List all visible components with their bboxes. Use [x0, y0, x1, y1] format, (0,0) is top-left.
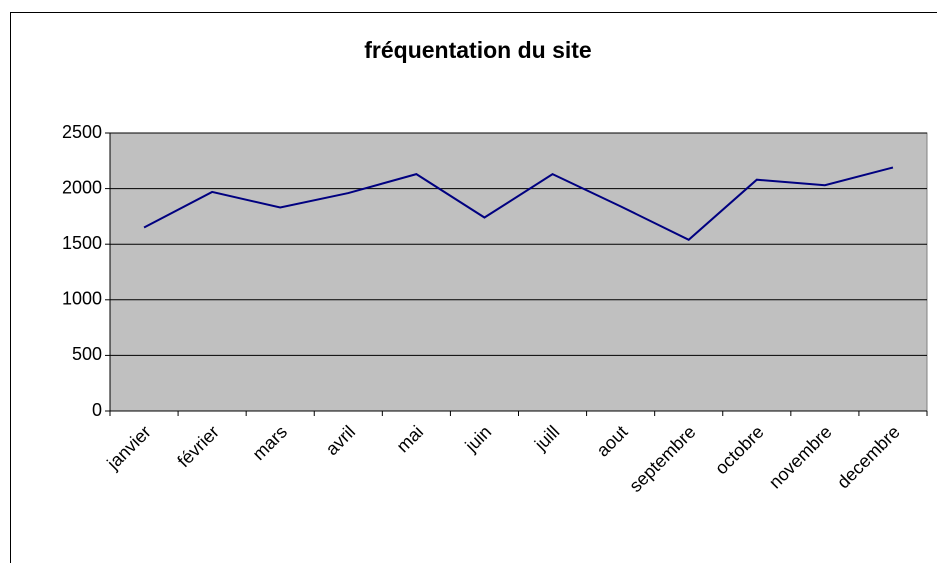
y-tick-label: 2000 [62, 177, 102, 197]
y-tick-label: 2500 [62, 122, 102, 142]
y-tick-label: 1500 [62, 233, 102, 253]
y-tick-label: 0 [92, 400, 102, 420]
chart-title: fréquentation du site [364, 37, 591, 63]
y-tick-label: 1000 [62, 289, 102, 309]
line-series [143, 166, 894, 241]
y-tick-label: 500 [72, 344, 102, 364]
plot-area [109, 132, 928, 412]
